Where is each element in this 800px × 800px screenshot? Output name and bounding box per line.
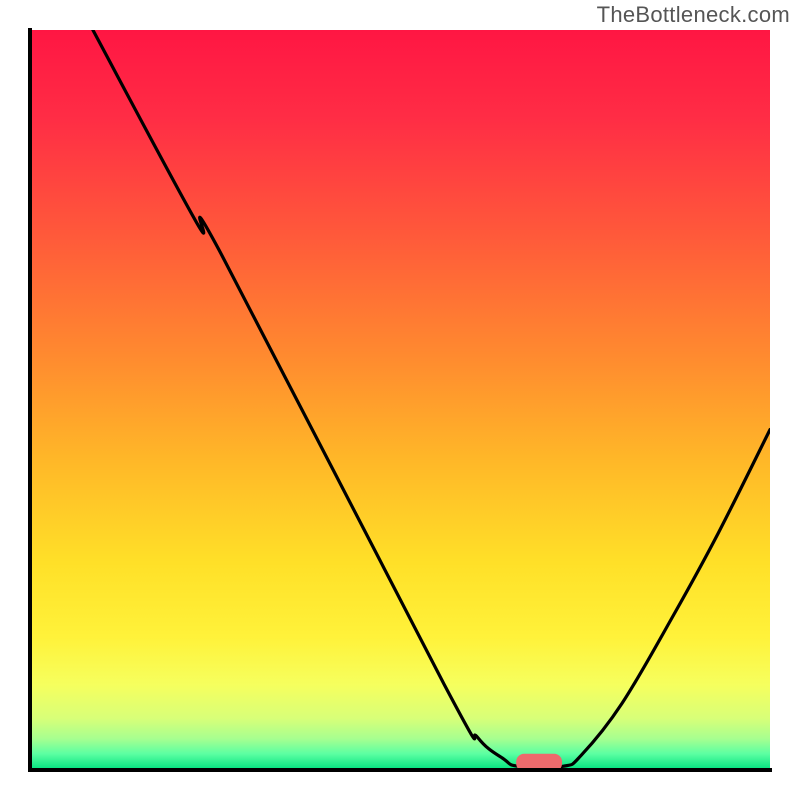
gradient-background bbox=[30, 30, 770, 770]
watermark-text: TheBottleneck.com bbox=[597, 2, 790, 28]
bottleneck-chart bbox=[0, 0, 800, 800]
chart-container: TheBottleneck.com bbox=[0, 0, 800, 800]
